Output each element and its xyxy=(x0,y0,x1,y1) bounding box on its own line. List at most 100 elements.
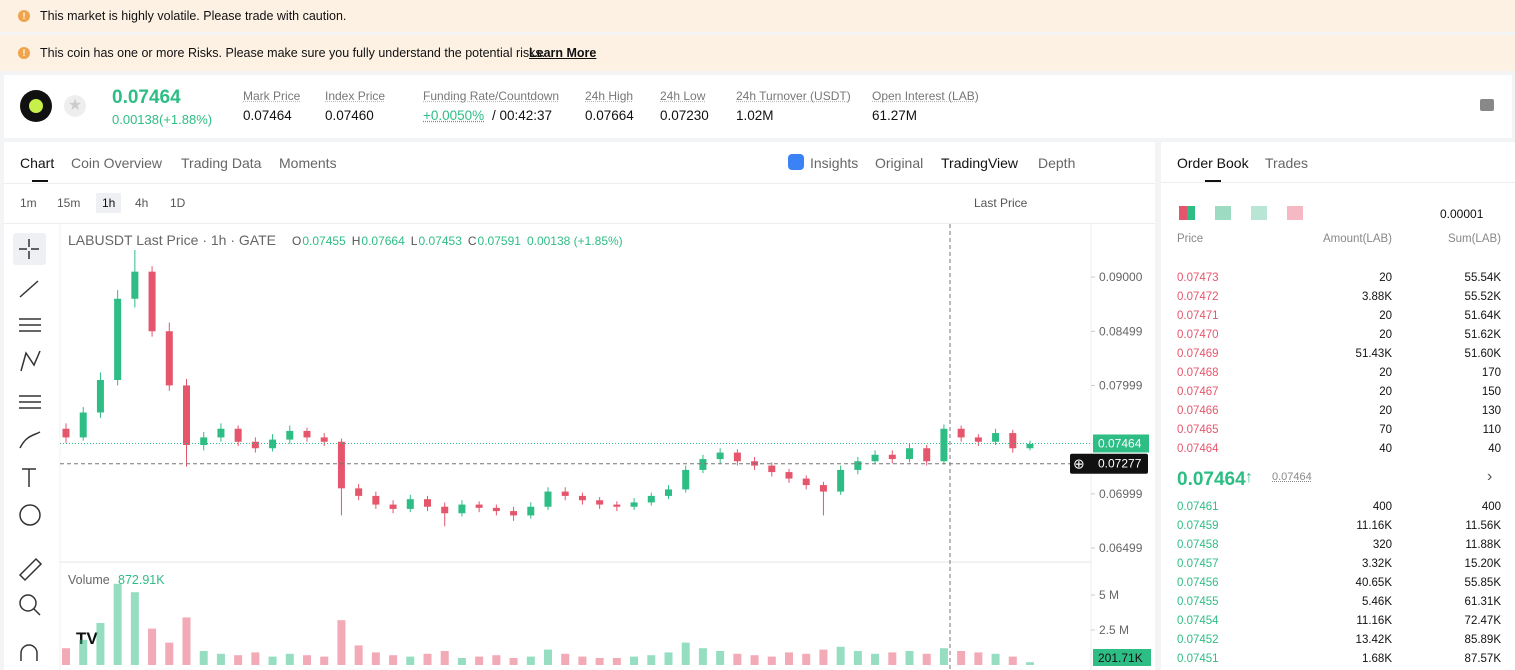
candle-body xyxy=(578,495,586,501)
symbol: LABUSDT Last Price · 1h · GATE xyxy=(68,232,276,248)
tool-active[interactable] xyxy=(13,233,46,265)
volume-bar xyxy=(509,658,518,665)
last-volume-tag xyxy=(1093,649,1151,666)
volume-bar xyxy=(251,652,260,665)
ob-price: 0.07464 xyxy=(1177,443,1219,455)
interval[interactable]: 1m xyxy=(20,196,37,210)
favorite[interactable]: ★ xyxy=(64,95,86,117)
ob-amount: 400 xyxy=(1372,501,1392,513)
ob-tab[interactable]: Order Book xyxy=(1177,155,1249,171)
volume-bar xyxy=(647,655,656,665)
interval[interactable]: 1h xyxy=(96,193,122,213)
learn-more[interactable]: Learn More xyxy=(529,46,597,60)
chevron[interactable]: › xyxy=(1487,468,1493,485)
legend-value: 0.07453 xyxy=(418,234,462,248)
candle-body xyxy=(286,430,294,440)
view-both[interactable] xyxy=(1179,206,1195,220)
view-bids[interactable] xyxy=(1215,206,1231,220)
volume-bar xyxy=(526,656,535,665)
candle-body xyxy=(1009,433,1017,449)
candle-body xyxy=(974,437,982,442)
book-icon[interactable] xyxy=(1480,99,1494,111)
ob-amount: 11.16K xyxy=(1356,615,1392,627)
ob-sum: 55.85K xyxy=(1464,577,1501,589)
interval[interactable]: 1D xyxy=(170,196,186,210)
ai-icon xyxy=(788,154,804,170)
ob-price: 0.07468 xyxy=(1177,367,1219,379)
legend-key: H xyxy=(352,234,361,248)
view-option[interactable]: Original xyxy=(875,155,924,171)
order-book: Order Book Trades 0.00001 Price Amount(L… xyxy=(1161,142,1515,670)
crosshair-tag xyxy=(1070,453,1148,474)
ob-sum: 150 xyxy=(1481,386,1501,398)
y-tick-label: 0.08499 xyxy=(1099,324,1143,338)
tab[interactable]: Trading Data xyxy=(181,155,262,171)
y-tick-label: 5 M xyxy=(1099,588,1119,602)
volume-bar xyxy=(871,653,880,665)
tab[interactable]: Chart xyxy=(20,155,55,171)
candle-body xyxy=(165,331,173,386)
view-option[interactable]: TradingView xyxy=(941,155,1019,171)
toolbar-icons xyxy=(18,239,43,661)
ob-amount: 11.16K xyxy=(1356,520,1392,532)
volume-bar xyxy=(182,617,191,665)
volume-bar xyxy=(354,645,363,665)
candle-body xyxy=(389,504,397,509)
volume-bar xyxy=(595,658,604,665)
stat-label: Mark Price xyxy=(243,89,301,103)
volume-bar xyxy=(767,656,776,665)
banner: ! This market is highly volatile. Please… xyxy=(0,0,1515,32)
chart: LABUSDT Last Price · 1h · GATE Volume 87… xyxy=(13,224,1151,670)
ob-sum: 51.62K xyxy=(1464,329,1501,341)
stat-value: 61.27M xyxy=(872,108,918,123)
legend-change: 0.00138 (+1.85%) xyxy=(527,234,623,248)
tab[interactable]: Coin Overview xyxy=(71,155,163,171)
candle-body xyxy=(114,298,122,380)
volume-bar xyxy=(578,656,587,665)
volume-bar xyxy=(234,655,243,665)
volume-bar xyxy=(62,648,70,665)
interval[interactable]: 15m xyxy=(57,196,81,210)
view-option[interactable]: Insights xyxy=(810,155,859,171)
last-price-tag xyxy=(1093,434,1149,453)
view-asks[interactable] xyxy=(1287,206,1303,220)
mid-price: 0.07464 xyxy=(1177,469,1246,490)
ob-price: 0.07454 xyxy=(1177,615,1219,627)
divider xyxy=(4,183,1155,184)
candle-body xyxy=(1026,443,1034,449)
view-option[interactable]: Depth xyxy=(1038,155,1076,171)
interval[interactable]: 4h xyxy=(135,196,149,210)
ob-amount: 5.46K xyxy=(1361,596,1392,608)
ticker-bar: ★ 0.07464 0.00138(+1.88%) Mark Price 0.07… xyxy=(4,75,1512,138)
banner: ! This coin has one or more Risks. Pleas… xyxy=(0,35,1515,71)
last-volume-label: 201.71K xyxy=(1098,651,1143,665)
ob-amount: 20 xyxy=(1379,329,1392,341)
volume-bar xyxy=(148,628,157,665)
precision[interactable]: 0.00001 xyxy=(1440,207,1484,221)
volume-bar xyxy=(492,655,501,665)
ob-tab[interactable]: Trades xyxy=(1265,155,1309,171)
stat-label: Open Interest (LAB) xyxy=(872,89,979,103)
volume-bar xyxy=(79,639,88,665)
candle-body xyxy=(665,489,672,496)
ob-sum: 55.54K xyxy=(1464,272,1501,284)
volume-bar xyxy=(991,653,1000,665)
candle-body xyxy=(957,428,965,438)
ob-amount: 13.42K xyxy=(1355,634,1392,646)
tab[interactable]: Moments xyxy=(279,155,337,171)
volume-bar xyxy=(406,656,415,665)
volume-bar xyxy=(957,651,966,665)
volume-bar xyxy=(165,642,174,665)
ob-price: 0.07473 xyxy=(1177,272,1219,284)
ob-price: 0.07456 xyxy=(1177,577,1219,589)
price-type[interactable]: Last Price xyxy=(974,196,1028,210)
ob-amount: 3.88K xyxy=(1361,291,1392,303)
ob-amount: 1.68K xyxy=(1361,653,1392,665)
ob-sum: 55.52K xyxy=(1464,291,1501,303)
view-x[interactable] xyxy=(1251,206,1267,220)
candle-body xyxy=(630,502,638,507)
volume-bar xyxy=(681,642,690,665)
y-tick-label: 0.07999 xyxy=(1099,379,1143,393)
volume-bar xyxy=(664,652,673,665)
